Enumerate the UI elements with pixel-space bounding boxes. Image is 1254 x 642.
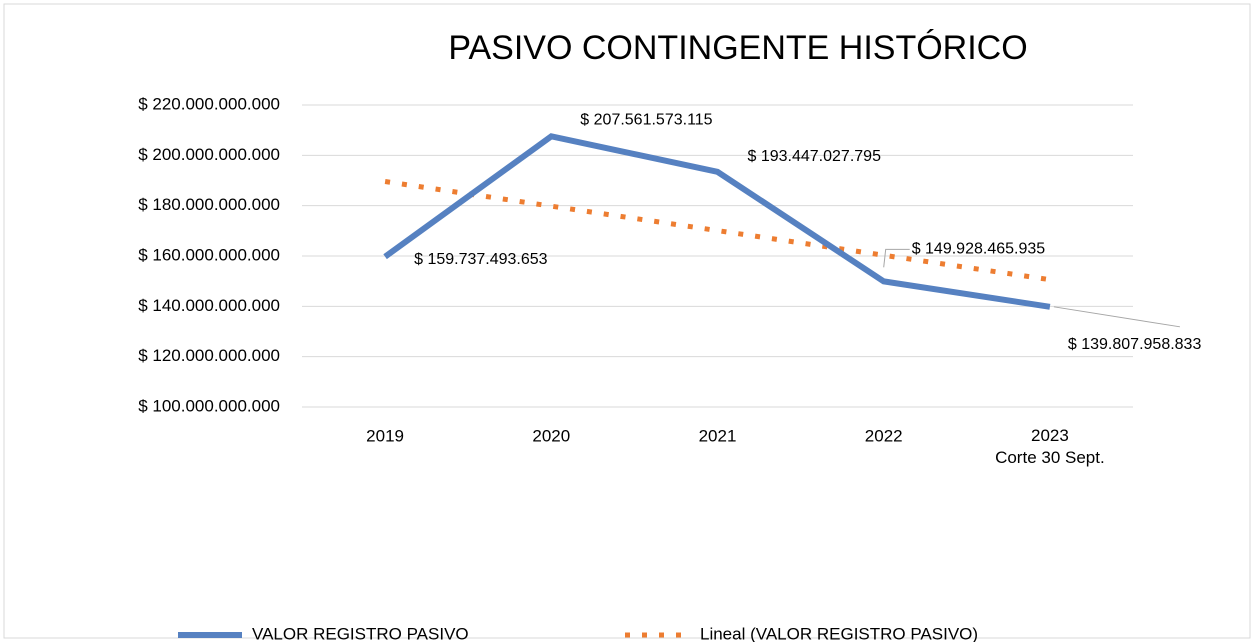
y-tick-label: $ 220.000.000.000: [138, 94, 280, 113]
x-tick-label: 2019: [366, 426, 404, 445]
leader-line: [883, 248, 910, 268]
y-tick-label: $ 200.000.000.000: [138, 145, 280, 164]
x-tick-label: 2023 Corte 30 Sept.: [995, 426, 1105, 467]
y-tick-label: $ 140.000.000.000: [138, 296, 280, 315]
y-tick-label: $ 160.000.000.000: [138, 245, 280, 264]
x-tick-label: 2020: [532, 426, 570, 445]
x-tick-label: 2022: [865, 426, 903, 445]
data-label: $ 193.447.027.795: [748, 148, 882, 165]
chart-border: [3, 3, 1251, 639]
series-line: [383, 133, 1051, 310]
data-label: $ 159.737.493.653: [414, 251, 548, 268]
data-label: $ 149.928.465.935: [912, 241, 1046, 258]
leader-line: [1053, 306, 1180, 328]
y-tick-label: $ 100.000.000.000: [138, 396, 280, 415]
data-label: $ 207.561.573.115: [580, 112, 712, 129]
y-tick-label: $ 180.000.000.000: [138, 195, 280, 214]
legend-label: VALOR REGISTRO PASIVO: [252, 624, 469, 642]
data-label: $ 139.807.958.833: [1068, 336, 1202, 353]
x-tick-label: 2021: [699, 426, 737, 445]
legend-label: Lineal (VALOR REGISTRO PASIVO): [700, 624, 978, 642]
y-tick-label: $ 120.000.000.000: [138, 346, 280, 365]
chart-title: PASIVO CONTINGENTE HISTÓRICO: [448, 29, 1027, 67]
